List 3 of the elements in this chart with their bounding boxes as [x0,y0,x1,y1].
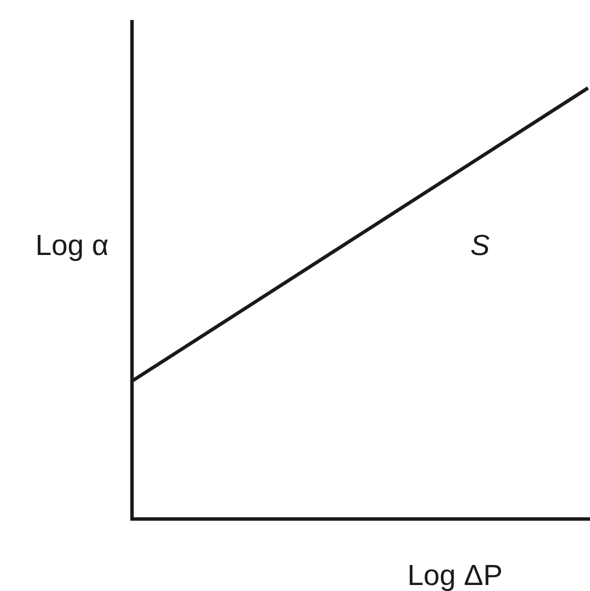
y-axis-title: Log α [35,230,109,262]
annotation: S [470,230,490,262]
x-axis-title: Log ΔP [407,560,503,591]
